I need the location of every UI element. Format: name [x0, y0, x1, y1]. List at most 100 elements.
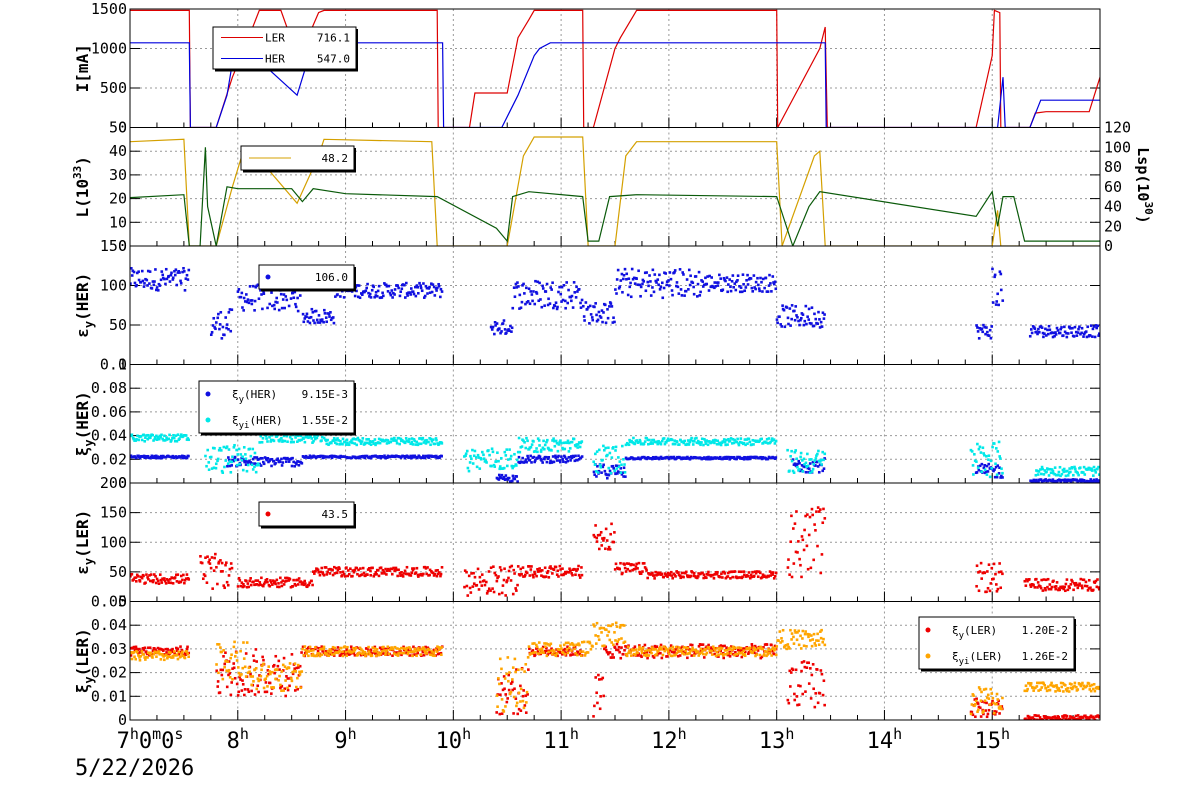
data-point [701, 652, 705, 656]
data-point [175, 646, 178, 650]
data-point [707, 289, 711, 292]
data-point [498, 712, 502, 716]
data-point [277, 659, 281, 663]
data-point [494, 573, 498, 577]
data-point [690, 643, 694, 647]
data-point [816, 701, 820, 705]
data-point [289, 297, 293, 300]
data-point [1040, 465, 1044, 469]
data-point [277, 308, 281, 312]
data-point [439, 295, 442, 299]
data-point [602, 539, 605, 542]
data-point [690, 648, 694, 652]
data-point [611, 446, 615, 449]
data-point [212, 569, 216, 572]
data-point [625, 654, 629, 658]
data-point [261, 307, 264, 311]
data-point [1038, 718, 1041, 720]
data-point [618, 650, 621, 654]
data-point [619, 656, 623, 660]
data-point [438, 456, 441, 460]
data-point [716, 647, 719, 650]
data-point [532, 290, 535, 293]
data-point [166, 656, 169, 660]
data-point [137, 654, 140, 657]
data-point [743, 438, 747, 441]
data-point [563, 647, 567, 651]
data-point [130, 651, 133, 654]
data-point [521, 699, 525, 703]
data-point [619, 623, 622, 627]
data-point [230, 464, 234, 467]
data-point [333, 649, 337, 653]
data-point [183, 581, 186, 585]
data-point [521, 456, 524, 460]
data-point [793, 309, 796, 313]
data-point [607, 466, 611, 470]
data-point [1051, 715, 1055, 719]
data-point [803, 465, 806, 469]
data-point [814, 317, 818, 321]
data-point [356, 572, 359, 576]
data-point [718, 645, 721, 648]
data-point [666, 650, 670, 653]
data-point [619, 561, 622, 565]
data-point [719, 443, 723, 447]
y2-axis-label: Lsp(1030) [1134, 147, 1155, 223]
data-point [599, 626, 603, 630]
data-point [349, 645, 353, 649]
data-point [574, 444, 578, 448]
legend-box [212, 26, 357, 70]
data-point [140, 650, 144, 653]
data-point [727, 455, 731, 459]
data-point [284, 679, 287, 682]
data-point [682, 441, 686, 445]
data-point [438, 652, 441, 655]
data-point [392, 566, 395, 570]
data-point [760, 655, 764, 659]
data-point [368, 439, 372, 443]
data-point [264, 681, 268, 684]
data-point [184, 434, 188, 437]
data-point [805, 465, 808, 468]
data-point [505, 700, 509, 704]
data-point [641, 570, 644, 573]
data-point [174, 434, 178, 437]
data-point [559, 292, 563, 296]
data-point [720, 647, 724, 650]
data-point [352, 649, 356, 653]
data-point [768, 273, 771, 277]
data-point [806, 513, 809, 516]
data-point [743, 650, 747, 654]
data-point [176, 657, 180, 661]
data-point [575, 285, 578, 289]
data-point [595, 450, 599, 453]
data-point [391, 437, 394, 441]
data-point [705, 457, 708, 461]
data-point [280, 584, 284, 588]
data-point [506, 478, 510, 481]
data-point [1073, 325, 1077, 329]
data-point [608, 638, 612, 642]
data-point [510, 479, 514, 483]
data-point [807, 533, 811, 537]
data-point [255, 463, 259, 467]
data-point [259, 434, 263, 438]
data-point [374, 290, 378, 294]
data-point [736, 437, 739, 441]
data-point [274, 654, 278, 658]
data-point [641, 646, 645, 650]
data-point [276, 457, 280, 461]
series-line-her [130, 42, 1100, 128]
data-point [361, 293, 364, 296]
data-point [745, 438, 748, 441]
data-point [1075, 478, 1078, 482]
data-point [130, 657, 134, 661]
data-point [547, 297, 550, 301]
data-point [171, 576, 174, 580]
data-point [804, 461, 808, 465]
data-point [300, 461, 304, 465]
data-point [343, 653, 347, 656]
data-point [163, 434, 166, 438]
data-point [1030, 331, 1034, 335]
